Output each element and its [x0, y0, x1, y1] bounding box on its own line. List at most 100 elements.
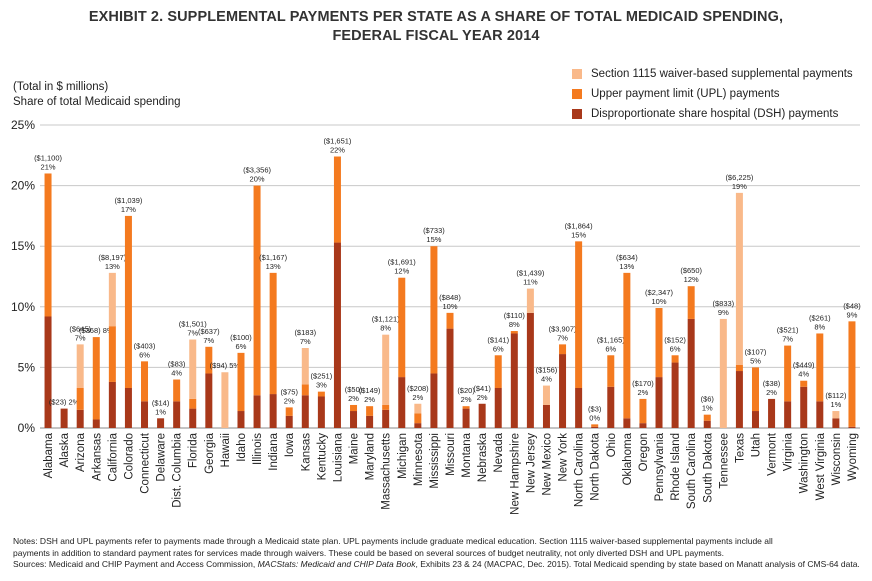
bar-upl — [205, 346, 213, 374]
legend-label-upl: Upper payment limit (UPL) payments — [591, 88, 780, 100]
bar-dsh — [350, 411, 358, 428]
bar-dsh — [301, 395, 309, 428]
x-tick-label: South Carolina — [686, 432, 698, 509]
bar-upl — [141, 361, 149, 402]
data-label-total: ($110) — [504, 311, 526, 320]
bar-dsh — [430, 373, 438, 428]
data-label-share: 2% — [348, 394, 359, 403]
data-label-total: ($8,197) — [98, 253, 126, 262]
data-label-share: 7% — [300, 337, 311, 346]
data-label-share: 1% — [830, 400, 841, 409]
x-tick-label: West Virginia — [815, 432, 827, 500]
x-tick-label: Mississippi — [429, 433, 441, 489]
legend-swatch-1115 — [572, 69, 582, 79]
data-label-share: 2% — [766, 388, 777, 397]
bar-1115 — [735, 192, 743, 365]
bar-upl — [623, 272, 631, 419]
bar-upl — [285, 407, 293, 416]
bar-dsh — [848, 426, 856, 428]
data-label-total: ($83) — [168, 360, 186, 369]
data-label-total: ($141) — [487, 335, 509, 344]
bar-dsh — [575, 388, 583, 428]
unit-note-share: Share of total Medicaid spending — [13, 96, 181, 108]
x-tick-label: California — [107, 432, 119, 481]
bar-upl — [735, 364, 743, 372]
y-tick-label: 15% — [11, 239, 35, 253]
data-label-share: 10% — [652, 297, 667, 306]
bar-1115 — [301, 348, 309, 385]
bar-upl — [301, 384, 309, 396]
data-label-share: 6% — [139, 350, 150, 359]
bar-upl — [687, 286, 695, 319]
data-label-share: 8% — [814, 322, 825, 331]
bar-dsh — [751, 411, 759, 428]
bar-dsh — [494, 388, 502, 428]
bar-dsh — [60, 408, 68, 428]
bar-dsh — [510, 333, 518, 428]
x-tick-label: Minnesota — [413, 432, 425, 486]
data-label-total: ($6) — [701, 395, 715, 404]
data-label-total: ($152) — [664, 335, 686, 344]
bar-upl — [333, 156, 341, 243]
x-tick-label: Dist. Columbia — [172, 432, 184, 507]
data-label-total: ($1,439) — [516, 269, 544, 278]
x-tick-label: Michigan — [397, 433, 409, 479]
data-label-total: ($3,907) — [549, 324, 577, 333]
x-tick-label: Texas — [734, 433, 746, 463]
data-label-share: 9% — [847, 310, 858, 319]
bar-upl — [848, 321, 856, 427]
bar-dsh — [542, 404, 550, 428]
bar-upl — [317, 391, 325, 397]
bar-1115 — [719, 318, 727, 428]
bar-dsh — [285, 415, 293, 428]
data-label-share: 4% — [171, 369, 182, 378]
data-label-share: 3% — [316, 381, 327, 390]
bar-dsh — [800, 386, 808, 428]
sources-book-title: MACStats: Medicaid and CHIP Data Book — [257, 559, 416, 569]
x-tick-label: Iowa — [284, 432, 296, 457]
data-label-share: 13% — [266, 262, 281, 271]
bar-1115 — [76, 344, 84, 389]
data-label-share: 4% — [798, 370, 809, 379]
data-label-share: 1% — [155, 407, 166, 416]
x-tick-label: New Hampshire — [509, 433, 521, 515]
data-label-share: 10% — [442, 302, 457, 311]
bar-dsh — [462, 408, 470, 428]
data-label-total: ($170) — [632, 379, 654, 388]
bar-dsh — [124, 388, 132, 428]
bar-dsh — [526, 312, 534, 428]
x-tick-label: Oklahoma — [622, 432, 634, 485]
data-label-total: ($645) — [69, 324, 91, 333]
data-label-share: 7% — [187, 329, 198, 338]
bar-dsh — [44, 316, 52, 428]
data-label-share: 7% — [75, 333, 86, 342]
bar-upl — [784, 345, 792, 402]
x-tick-label: Colorado — [123, 433, 135, 480]
x-tick-label: Louisiana — [332, 432, 344, 482]
data-label-share: 19% — [732, 182, 747, 191]
x-tick-label: Kansas — [300, 433, 312, 472]
bar-dsh — [735, 371, 743, 428]
data-label-share: 7% — [782, 335, 793, 344]
legend-swatch-upl — [572, 89, 582, 99]
data-label-share: 2% — [412, 393, 423, 402]
bar-upl — [703, 414, 711, 421]
data-label-total: ($2,347) — [645, 288, 673, 297]
x-tick-label: Nevada — [493, 432, 505, 472]
data-label-total: ($183) — [294, 328, 316, 337]
data-label-total: ($1,864) — [565, 221, 593, 230]
bar-upl — [269, 272, 277, 395]
data-label-share: 17% — [121, 205, 136, 214]
bar-dsh — [703, 420, 711, 428]
data-label-share: 2% — [364, 395, 375, 404]
data-label-share: 6% — [605, 344, 616, 353]
data-label-share: 22% — [330, 146, 345, 155]
bar-upl — [398, 277, 406, 378]
legend-item-dsh: Disproportionate share hospital (DSH) pa… — [572, 104, 853, 124]
data-label-total: ($733) — [423, 226, 445, 235]
bar-upl — [655, 308, 663, 378]
x-tick-label: New Mexico — [541, 433, 553, 496]
legend-swatch-dsh — [572, 109, 582, 119]
y-tick-label: 0% — [18, 421, 36, 435]
